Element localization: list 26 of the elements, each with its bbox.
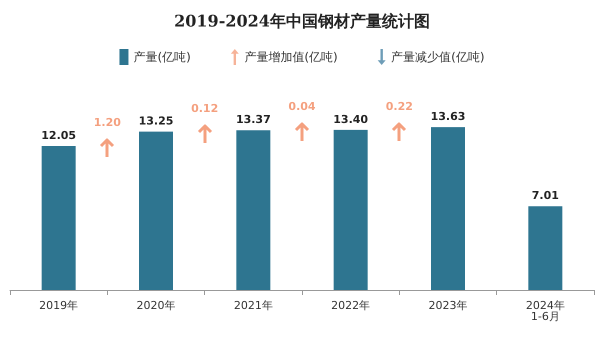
legend-label: 产量增加值(亿吨) xyxy=(244,50,338,64)
text: 0.04 xyxy=(288,100,316,114)
x-tick-label: 2019年 xyxy=(39,299,78,312)
data-label: 12.05 xyxy=(41,129,76,142)
x-tick-label: 2021年 xyxy=(234,299,273,312)
bar xyxy=(431,127,465,290)
data-label: 13.37 xyxy=(236,113,271,126)
legend-label: 产量(亿吨) xyxy=(133,50,191,64)
bar xyxy=(528,206,562,290)
bar xyxy=(334,130,368,290)
bar xyxy=(139,132,173,290)
bar xyxy=(42,146,76,290)
x-tick-label: 2024年 1-6月 xyxy=(526,299,565,323)
chart-title: 2019-2024年中国钢材产量统计图 xyxy=(174,12,430,30)
data-label: 13.63 xyxy=(430,110,466,124)
legend-label: 产量减少值(亿吨) xyxy=(391,50,485,64)
data-label: 7.01 xyxy=(532,189,559,202)
x-tick-label: 2022年 xyxy=(331,299,370,312)
data-label: 13.25 xyxy=(138,114,174,128)
text: 0.22 xyxy=(386,100,413,113)
annotation: 1.20 xyxy=(94,116,121,129)
data-label: 13.40 xyxy=(333,112,368,126)
x-tick-label: 2020年 xyxy=(136,299,176,312)
bar xyxy=(236,130,270,290)
text: 0.12 xyxy=(191,102,218,115)
x-tick-label: 2023年 xyxy=(428,299,468,312)
